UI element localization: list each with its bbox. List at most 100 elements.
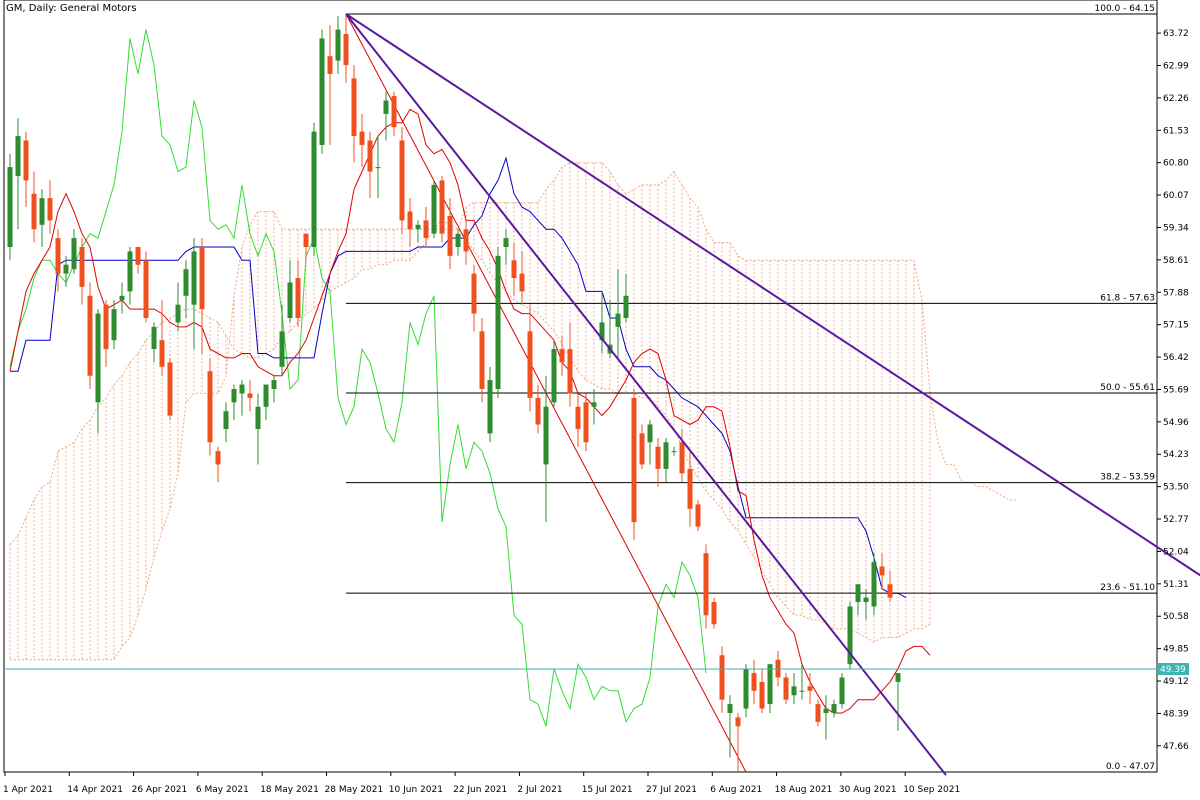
candle-bear <box>879 566 885 576</box>
candle-bear <box>351 78 357 137</box>
candle-bear <box>535 397 541 425</box>
candle-bear <box>439 180 445 234</box>
candle-bull <box>503 238 509 247</box>
y-axis-tick-label: 53.50 <box>1163 483 1189 493</box>
candle-bull <box>311 131 317 247</box>
x-axis-tick-label: 26 Apr 2021 <box>132 785 188 795</box>
candle-bull <box>319 38 325 145</box>
y-axis-tick-label: 62.26 <box>1163 94 1189 104</box>
candle-bear <box>303 233 309 247</box>
candle-bull <box>743 668 749 709</box>
y-axis-tick-label: 47.66 <box>1163 742 1189 752</box>
candle-bear <box>511 260 517 279</box>
senkou-span-b-line <box>10 162 1018 661</box>
chikou-span-line <box>9 29 707 727</box>
candle-bear <box>359 131 365 145</box>
trend-line <box>345 13 1200 577</box>
candle-bull <box>15 136 21 176</box>
fibonacci-level-label: 23.6 - 51.10 <box>1100 583 1155 593</box>
candle-bull <box>671 451 677 453</box>
candle-bear <box>23 140 29 181</box>
candle-bear <box>783 677 789 700</box>
fibonacci-level-label: 50.0 - 55.61 <box>1100 383 1155 393</box>
candle-bull <box>487 380 493 434</box>
fibonacci-level-label: 61.8 - 57.63 <box>1100 293 1155 303</box>
candle-bear <box>463 229 469 252</box>
candle-bear <box>199 246 205 310</box>
candle-bear <box>735 717 741 727</box>
candle-bear <box>407 211 413 230</box>
y-axis-tick-label: 59.34 <box>1163 223 1189 233</box>
candle-bear <box>527 331 533 398</box>
candle-bear <box>391 96 397 128</box>
y-axis-tick-label: 57.15 <box>1163 321 1189 331</box>
candle-bull <box>647 424 653 443</box>
kijun-sen-line <box>10 156 907 599</box>
x-axis-tick-label: 10 Jun 2021 <box>389 785 443 795</box>
candle-bear <box>55 238 61 274</box>
candle-bull <box>831 704 837 713</box>
candle-bear <box>559 349 565 363</box>
fibonacci-level-label: 38.2 - 53.59 <box>1100 473 1155 483</box>
plot-frame <box>3 0 1158 773</box>
y-axis-tick-label: 63.72 <box>1163 29 1189 39</box>
candle-bull <box>871 562 877 607</box>
candle-bear <box>79 246 85 287</box>
candle-bull <box>255 406 261 429</box>
candle-bull <box>223 411 229 429</box>
candle-bull <box>599 322 605 341</box>
x-axis-tick-label: 2 Jul 2021 <box>517 785 562 795</box>
candle-bull <box>119 295 125 301</box>
candle-bull <box>455 233 461 247</box>
candle-bear <box>815 704 821 722</box>
candle-bear <box>295 278 301 318</box>
y-axis-tick-label: 54.96 <box>1163 418 1189 428</box>
candle-bull <box>111 309 117 341</box>
candle-bear <box>679 442 685 474</box>
candle-bear <box>575 406 581 429</box>
candle-bull <box>591 402 597 407</box>
candle-bear <box>751 673 757 691</box>
x-axis-tick-label: 18 May 2021 <box>260 785 319 795</box>
x-axis-tick-label: 1 Apr 2021 <box>3 785 53 795</box>
candle-bear <box>247 393 253 398</box>
candle-bull <box>839 677 845 705</box>
candle-bull <box>383 100 389 114</box>
candle-bear <box>367 140 373 172</box>
candle-bear <box>207 371 213 443</box>
candle-bull <box>279 331 285 367</box>
candle-bull <box>127 251 133 292</box>
y-axis-tick-label: 48.39 <box>1163 709 1189 719</box>
y-axis-tick-label: 58.61 <box>1163 256 1189 266</box>
candle-bear <box>87 295 93 376</box>
candle-bear <box>711 602 717 625</box>
candle-bull <box>895 673 901 682</box>
candle-bull <box>847 606 853 665</box>
chart-title: GM, Daily: General Motors <box>6 3 137 14</box>
candle-bear <box>759 681 765 709</box>
candle-bull <box>855 584 861 603</box>
candle-bull <box>623 295 629 318</box>
candle-bear <box>687 468 693 509</box>
x-axis-tick-label: 28 May 2021 <box>325 785 384 795</box>
senkou-span-a-line <box>9 219 931 643</box>
y-axis-tick-label: 49.12 <box>1163 677 1189 687</box>
x-axis-tick-label: 6 Aug 2021 <box>710 785 762 795</box>
y-axis-tick-label: 49.85 <box>1163 645 1189 655</box>
x-axis-tick-label: 18 Aug 2021 <box>775 785 833 795</box>
y-axis-tick-label: 57.88 <box>1163 288 1189 298</box>
candle-bear <box>695 504 701 527</box>
candle-bear <box>31 193 37 230</box>
fibonacci-level-label: 100.0 - 64.15 <box>1095 4 1156 14</box>
candle-bear <box>447 215 453 256</box>
y-axis-tick-label: 50.58 <box>1163 612 1189 622</box>
candle-bull <box>263 384 269 407</box>
candle-bear <box>519 273 525 292</box>
candle-bear <box>47 198 53 221</box>
candle-bull <box>543 406 549 465</box>
candle-bull <box>551 349 557 403</box>
y-axis-tick-label: 60.80 <box>1163 159 1189 169</box>
tenkan-sen-line <box>9 108 931 714</box>
candle-bear <box>143 260 149 318</box>
candle-bull <box>95 313 101 403</box>
